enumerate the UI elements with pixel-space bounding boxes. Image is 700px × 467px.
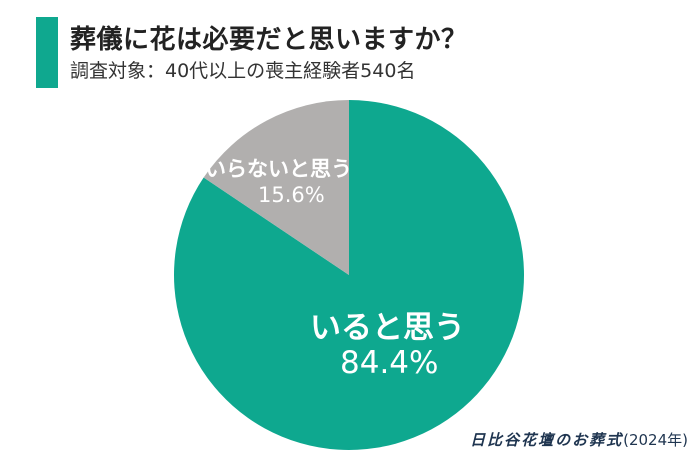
chart-title: 葬儀に花は必要だと思いますか？ [70,25,468,55]
slice-value-yes: 84.4% [340,345,439,381]
slice-label-yes: いると思う [310,310,465,346]
pie-slice-1 [203,99,349,275]
pie-slice-0 [174,100,525,451]
slice-value-no: 15.6% [258,183,325,207]
pie-slices [174,99,525,451]
chart-subtitle: 調査対象：40代以上の喪主経験者540名 [70,60,416,82]
source-brand: 日比谷花壇のお葬式 [470,431,624,449]
slice-label-no: いらないと思う [205,157,352,181]
title-accent-bar [36,17,58,88]
source-year: (2024年) [623,431,688,449]
source-credit: 日比谷花壇のお葬式(2024年) [470,429,688,450]
